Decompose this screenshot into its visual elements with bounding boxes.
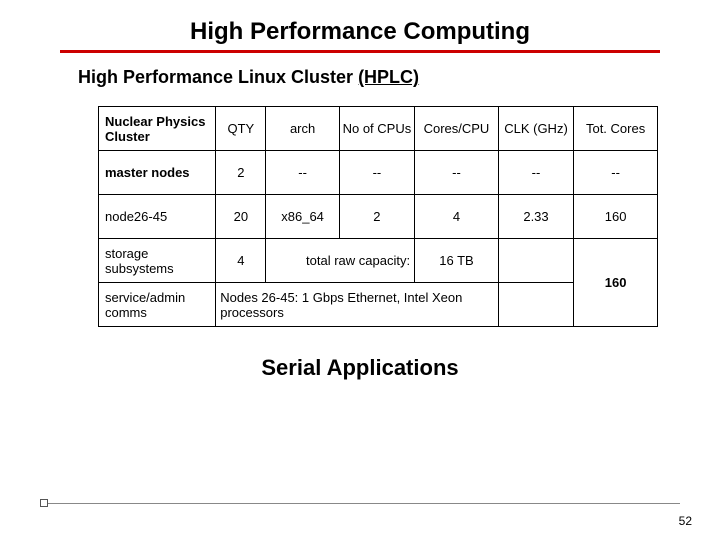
- table-row: master nodes 2 -- -- -- -- --: [99, 151, 658, 195]
- storage-row: storage subsystems 4 total raw capacity:…: [99, 239, 658, 283]
- col-clk: CLK (GHz): [498, 107, 573, 151]
- footer-heading: Serial Applications: [0, 355, 720, 381]
- cell: 20: [216, 195, 266, 239]
- col-totcores: Tot. Cores: [574, 107, 658, 151]
- service-text: Nodes 26-45: 1 Gbps Ethernet, Intel Xeon…: [216, 283, 499, 327]
- subtitle: High Performance Linux Cluster (HPLC): [78, 67, 720, 88]
- cell: 160: [574, 195, 658, 239]
- col-qty: QTY: [216, 107, 266, 151]
- cell: --: [266, 151, 339, 195]
- empty-cell: [498, 283, 573, 327]
- page-number: 52: [679, 514, 692, 528]
- table-row: node26-45 20 x86_64 2 4 2.33 160: [99, 195, 658, 239]
- col-cpus: No of CPUs: [339, 107, 414, 151]
- subtitle-prefix: High Performance Linux Cluster: [78, 67, 358, 87]
- row-label: master nodes: [99, 151, 216, 195]
- cell: 2: [339, 195, 414, 239]
- storage-qty: 4: [216, 239, 266, 283]
- table-header-row: Nuclear Physics Cluster QTY arch No of C…: [99, 107, 658, 151]
- empty-cell: [498, 239, 573, 283]
- storage-label: storage subsystems: [99, 239, 216, 283]
- capacity-label: total raw capacity:: [266, 239, 415, 283]
- cell: 2.33: [498, 195, 573, 239]
- cell: --: [498, 151, 573, 195]
- bottom-rule: [40, 503, 680, 504]
- subtitle-abbrev: (HPLC): [358, 67, 419, 87]
- col-corescpu: Cores/CPU: [415, 107, 499, 151]
- total-cores: 160: [574, 239, 658, 327]
- header-label: Nuclear Physics Cluster: [99, 107, 216, 151]
- capacity-value: 16 TB: [415, 239, 499, 283]
- row-label: node26-45: [99, 195, 216, 239]
- title-underline: [60, 50, 660, 53]
- cell: --: [415, 151, 499, 195]
- cell: --: [339, 151, 414, 195]
- cell: x86_64: [266, 195, 339, 239]
- cell: 4: [415, 195, 499, 239]
- cell: 2: [216, 151, 266, 195]
- service-label: service/admin comms: [99, 283, 216, 327]
- col-arch: arch: [266, 107, 339, 151]
- page-title: High Performance Computing: [0, 0, 720, 50]
- cell: --: [574, 151, 658, 195]
- service-row: service/admin comms Nodes 26-45: 1 Gbps …: [99, 283, 658, 327]
- cluster-table: Nuclear Physics Cluster QTY arch No of C…: [98, 106, 658, 327]
